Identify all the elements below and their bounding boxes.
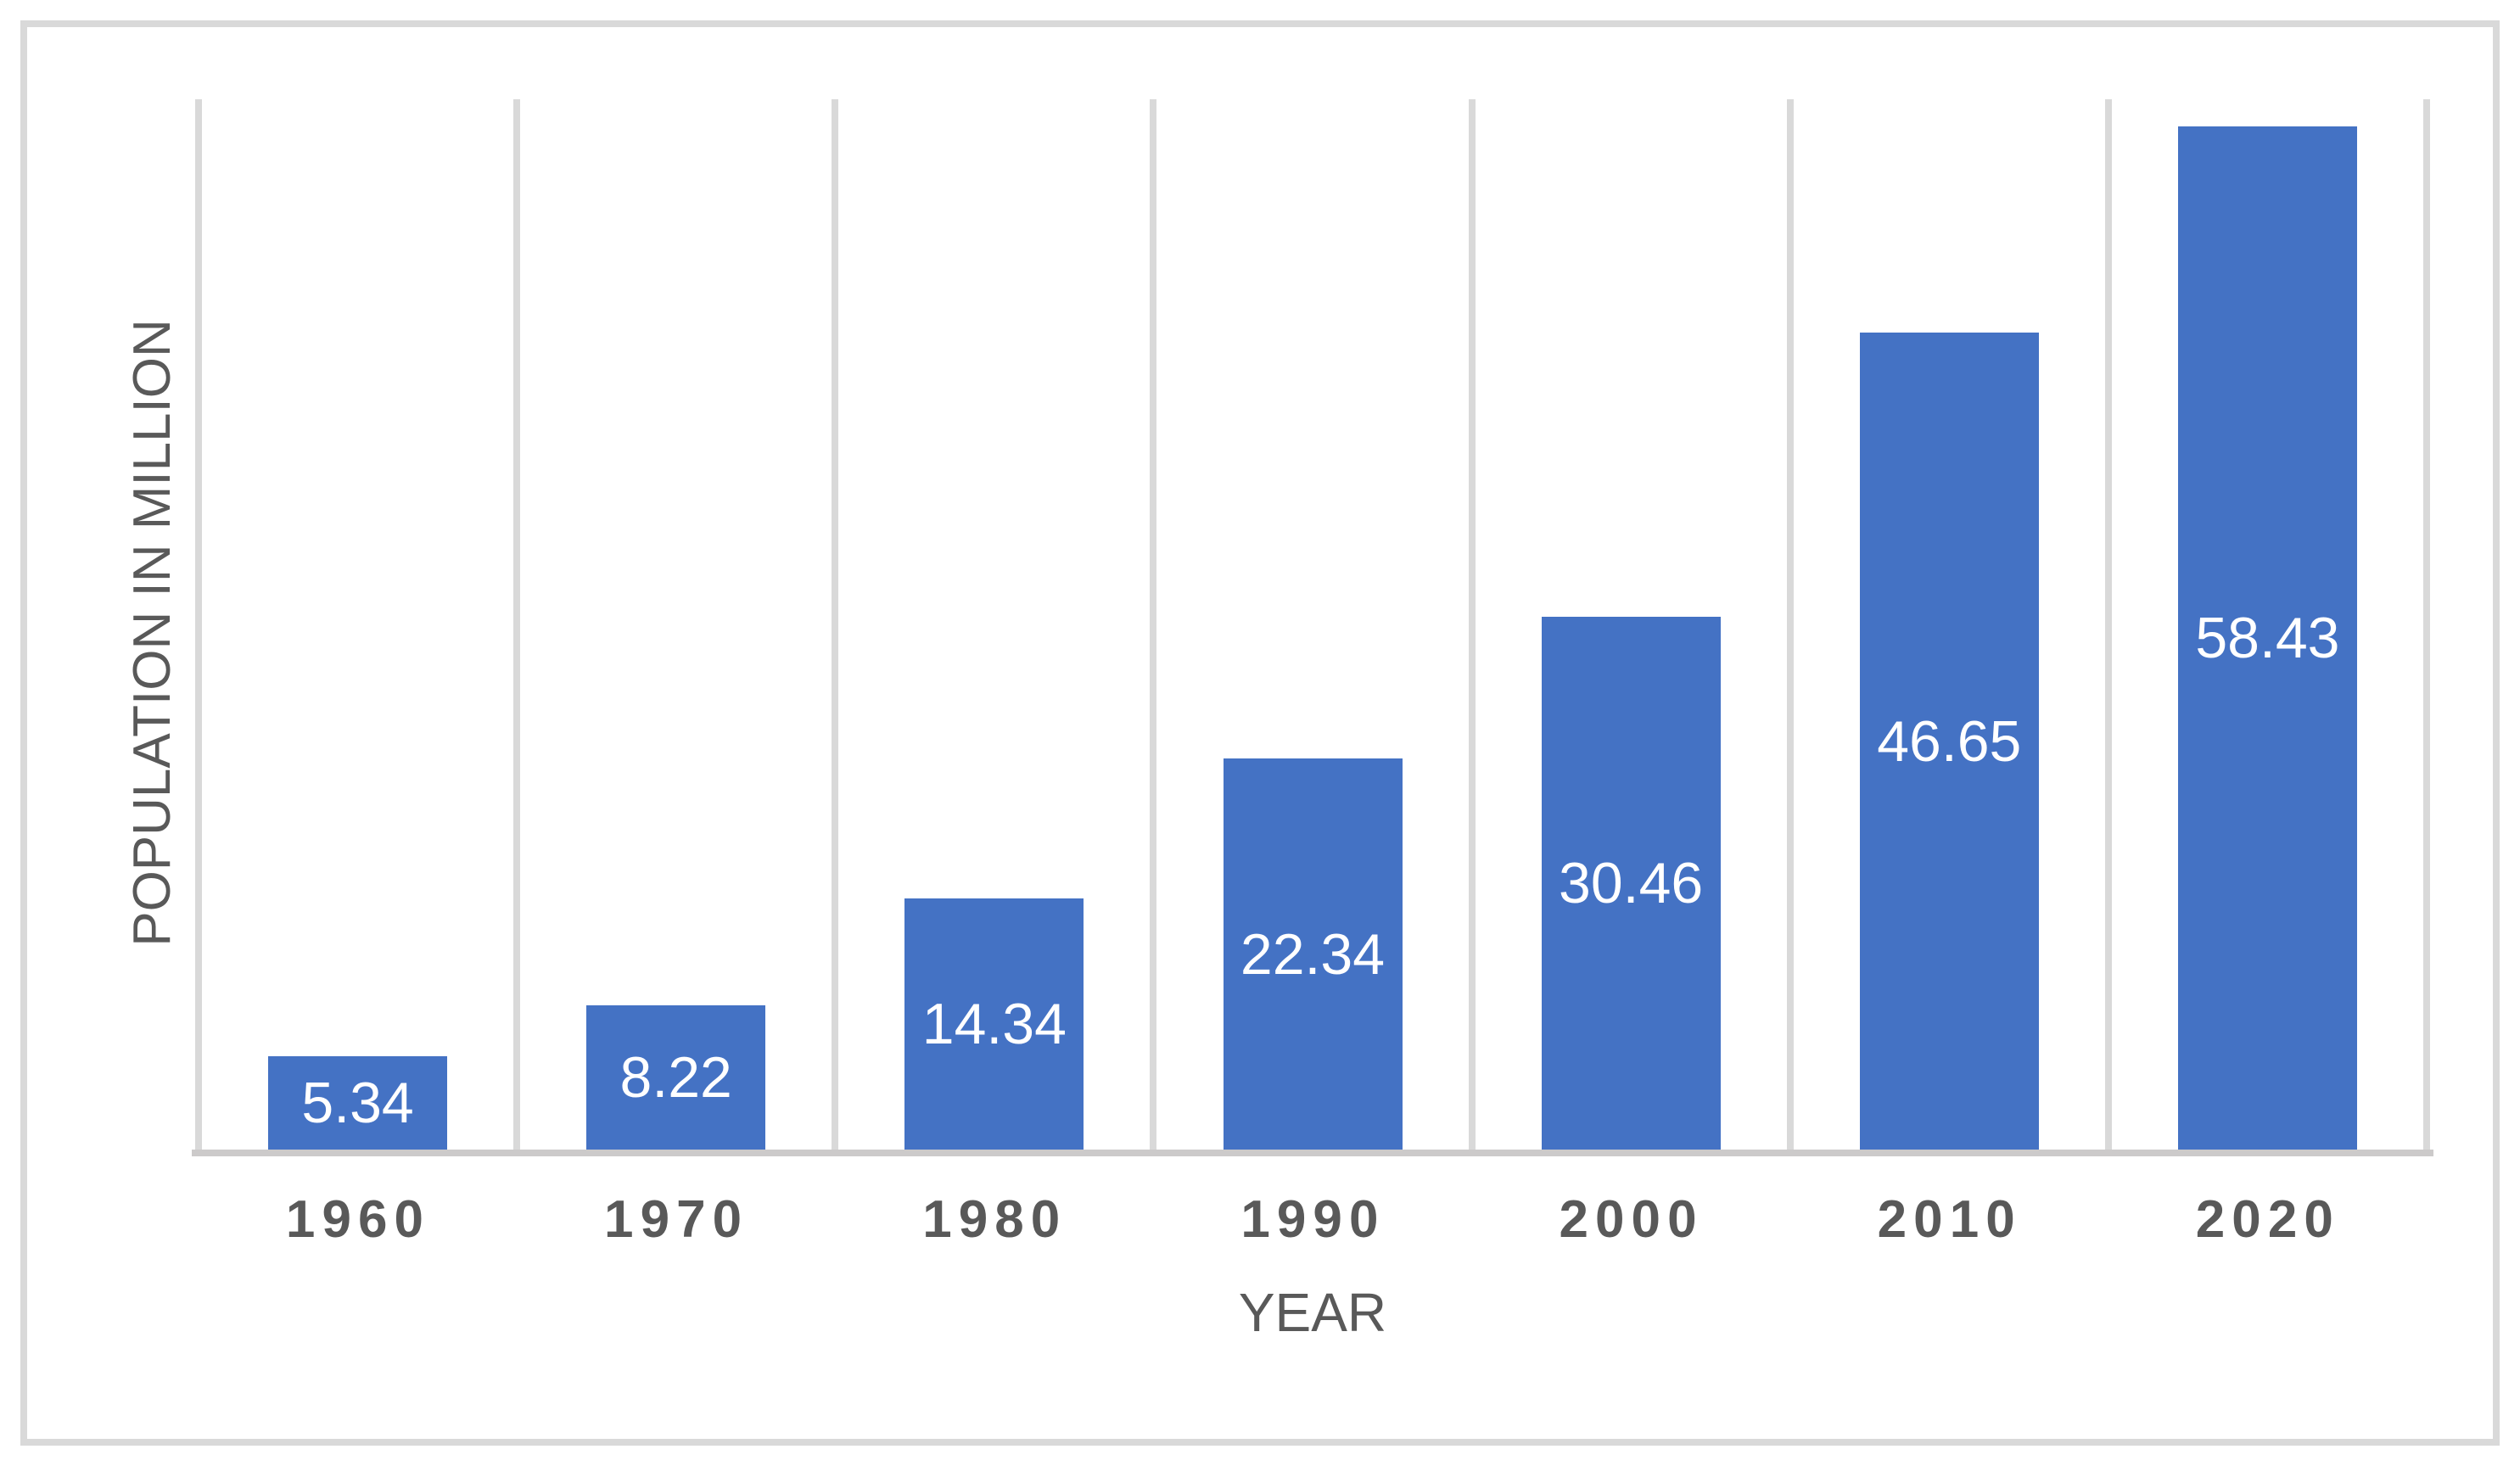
- vertical-gridline: [1786, 99, 1794, 1150]
- bar-1970: 8.22: [586, 1005, 766, 1150]
- vertical-gridline: [2104, 99, 2112, 1150]
- bar-2010: 46.65: [1859, 333, 2039, 1150]
- x-tick-label-2020: 2020: [2195, 1190, 2340, 1249]
- bar-data-label: 58.43: [2195, 606, 2340, 671]
- vertical-gridline: [1150, 99, 1157, 1150]
- x-tick-label-1980: 1980: [922, 1190, 1067, 1249]
- bar-1990: 22.34: [1223, 758, 1403, 1150]
- plot-area: [195, 99, 2430, 1150]
- vertical-gridline: [195, 99, 202, 1150]
- bar-1960: 5.34: [268, 1055, 448, 1150]
- bar-data-label: 14.34: [921, 992, 1067, 1057]
- chart-outer-border: [20, 20, 2500, 1446]
- y-axis-title: POPULATION IN MILLION: [123, 319, 182, 947]
- x-tick-label-1960: 1960: [285, 1190, 431, 1249]
- bar-2020: 58.43: [2177, 126, 2357, 1150]
- bar-data-label: 22.34: [1240, 921, 1386, 987]
- vertical-gridline: [1468, 99, 1476, 1150]
- bar-data-label: 5.34: [301, 1070, 414, 1135]
- x-tick-label-1990: 1990: [1240, 1190, 1386, 1249]
- vertical-gridline: [513, 99, 521, 1150]
- x-tick-label-1970: 1970: [604, 1190, 749, 1249]
- bar-1980: 14.34: [904, 898, 1084, 1150]
- x-tick-label-2010: 2010: [1877, 1190, 2022, 1249]
- x-tick-label-2000: 2000: [1559, 1190, 1704, 1249]
- bar-data-label: 46.65: [1877, 708, 2022, 774]
- x-axis-title: YEAR: [1238, 1282, 1387, 1343]
- bar-data-label: 8.22: [619, 1045, 732, 1111]
- vertical-gridline: [2423, 99, 2430, 1150]
- bar-2000: 30.46: [1541, 616, 1721, 1150]
- bar-data-label: 30.46: [1559, 850, 1704, 915]
- x-axis-line: [192, 1150, 2433, 1156]
- vertical-gridline: [832, 99, 839, 1150]
